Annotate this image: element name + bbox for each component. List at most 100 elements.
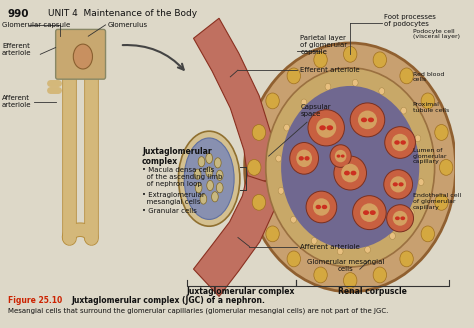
- Ellipse shape: [216, 183, 223, 193]
- Ellipse shape: [73, 44, 92, 69]
- Ellipse shape: [314, 52, 327, 68]
- Ellipse shape: [327, 125, 333, 130]
- Ellipse shape: [247, 159, 261, 175]
- Polygon shape: [193, 18, 279, 184]
- Ellipse shape: [325, 83, 331, 90]
- Ellipse shape: [330, 145, 351, 167]
- Ellipse shape: [216, 170, 223, 180]
- Ellipse shape: [214, 158, 221, 168]
- Text: UNIT 4  Maintenance of the Body: UNIT 4 Maintenance of the Body: [48, 9, 197, 18]
- Ellipse shape: [195, 183, 202, 193]
- Polygon shape: [193, 175, 281, 297]
- Ellipse shape: [384, 170, 412, 199]
- Ellipse shape: [194, 169, 201, 179]
- Text: Juxtaglomerular
complex: Juxtaglomerular complex: [142, 147, 211, 166]
- Ellipse shape: [316, 118, 336, 138]
- Ellipse shape: [435, 125, 448, 140]
- Ellipse shape: [373, 267, 387, 283]
- Ellipse shape: [408, 209, 414, 216]
- Ellipse shape: [316, 205, 321, 209]
- Text: Efferent arteriole: Efferent arteriole: [301, 67, 360, 73]
- Ellipse shape: [400, 68, 413, 84]
- Ellipse shape: [344, 171, 350, 175]
- Ellipse shape: [337, 154, 340, 158]
- Text: Capsular
space: Capsular space: [301, 104, 331, 117]
- Ellipse shape: [301, 99, 307, 106]
- Ellipse shape: [278, 187, 284, 194]
- Ellipse shape: [304, 156, 310, 161]
- Ellipse shape: [421, 93, 435, 109]
- Ellipse shape: [308, 110, 345, 146]
- Text: • Granular cells: • Granular cells: [142, 208, 197, 214]
- Ellipse shape: [401, 216, 405, 220]
- Ellipse shape: [353, 196, 386, 230]
- Text: Endothelial cell
of glomerular
capillary: Endothelial cell of glomerular capillary: [412, 193, 461, 210]
- Ellipse shape: [365, 246, 371, 253]
- Ellipse shape: [344, 46, 357, 62]
- Ellipse shape: [399, 182, 404, 186]
- Ellipse shape: [401, 107, 407, 114]
- Text: Efferent
arteriole: Efferent arteriole: [2, 43, 31, 56]
- Ellipse shape: [368, 117, 374, 122]
- Ellipse shape: [401, 140, 406, 145]
- Ellipse shape: [335, 150, 346, 162]
- Text: Glomerulus: Glomerulus: [108, 22, 147, 28]
- Ellipse shape: [350, 103, 385, 137]
- Ellipse shape: [390, 176, 406, 193]
- Ellipse shape: [392, 211, 408, 226]
- Text: Foot processes
of podocytes: Foot processes of podocytes: [384, 14, 436, 27]
- Ellipse shape: [341, 154, 345, 158]
- Ellipse shape: [358, 111, 377, 129]
- FancyBboxPatch shape: [55, 30, 106, 79]
- Text: Lumen of
glomerular
capillary: Lumen of glomerular capillary: [412, 148, 447, 164]
- Text: Juxtaglomerular complex: Juxtaglomerular complex: [187, 287, 295, 296]
- Text: Podocyte cell
(visceral layer): Podocyte cell (visceral layer): [412, 29, 460, 39]
- Ellipse shape: [276, 155, 282, 162]
- Ellipse shape: [379, 88, 384, 94]
- Circle shape: [245, 43, 456, 292]
- Ellipse shape: [291, 216, 296, 223]
- Circle shape: [266, 68, 435, 267]
- Ellipse shape: [350, 171, 356, 175]
- Text: Juxtaglomerular complex (JGC) of a nephron.: Juxtaglomerular complex (JGC) of a nephr…: [71, 296, 265, 305]
- Ellipse shape: [435, 195, 448, 210]
- Ellipse shape: [418, 179, 424, 186]
- Ellipse shape: [211, 192, 218, 202]
- Ellipse shape: [299, 156, 304, 161]
- Text: Afferent arteriole: Afferent arteriole: [301, 244, 360, 250]
- Text: • Macula densa cells
  of the ascending limb
  of nephron loop: • Macula densa cells of the ascending li…: [142, 167, 222, 187]
- Ellipse shape: [198, 157, 205, 167]
- Ellipse shape: [287, 68, 301, 84]
- Ellipse shape: [415, 135, 421, 142]
- Ellipse shape: [287, 251, 301, 267]
- Ellipse shape: [421, 226, 435, 242]
- Ellipse shape: [184, 138, 234, 219]
- Ellipse shape: [322, 205, 327, 209]
- Ellipse shape: [385, 127, 415, 158]
- Ellipse shape: [296, 150, 312, 167]
- Text: • Extraglomerular
  mesangial cells: • Extraglomerular mesangial cells: [142, 192, 205, 205]
- Ellipse shape: [341, 164, 359, 182]
- Ellipse shape: [337, 248, 343, 255]
- Ellipse shape: [266, 226, 279, 242]
- Ellipse shape: [207, 180, 213, 191]
- Text: 990: 990: [8, 9, 29, 19]
- Ellipse shape: [313, 198, 330, 216]
- Ellipse shape: [178, 131, 240, 226]
- Ellipse shape: [394, 140, 400, 145]
- Text: Renal corpuscle: Renal corpuscle: [338, 287, 407, 296]
- Text: Glomerular mesangial
cells: Glomerular mesangial cells: [307, 259, 384, 272]
- Ellipse shape: [439, 159, 453, 175]
- Ellipse shape: [290, 142, 319, 174]
- Ellipse shape: [370, 210, 376, 215]
- Ellipse shape: [390, 233, 395, 239]
- Ellipse shape: [306, 191, 337, 223]
- Text: Glomerular capsule: Glomerular capsule: [2, 22, 70, 28]
- Ellipse shape: [361, 117, 367, 122]
- Circle shape: [281, 86, 419, 249]
- Ellipse shape: [252, 195, 265, 210]
- Ellipse shape: [266, 93, 279, 109]
- Text: Mesangial cells that surround the glomerular capillaries (glomerular mesangial c: Mesangial cells that surround the glomer…: [8, 308, 388, 314]
- Ellipse shape: [284, 124, 290, 131]
- Ellipse shape: [360, 203, 379, 222]
